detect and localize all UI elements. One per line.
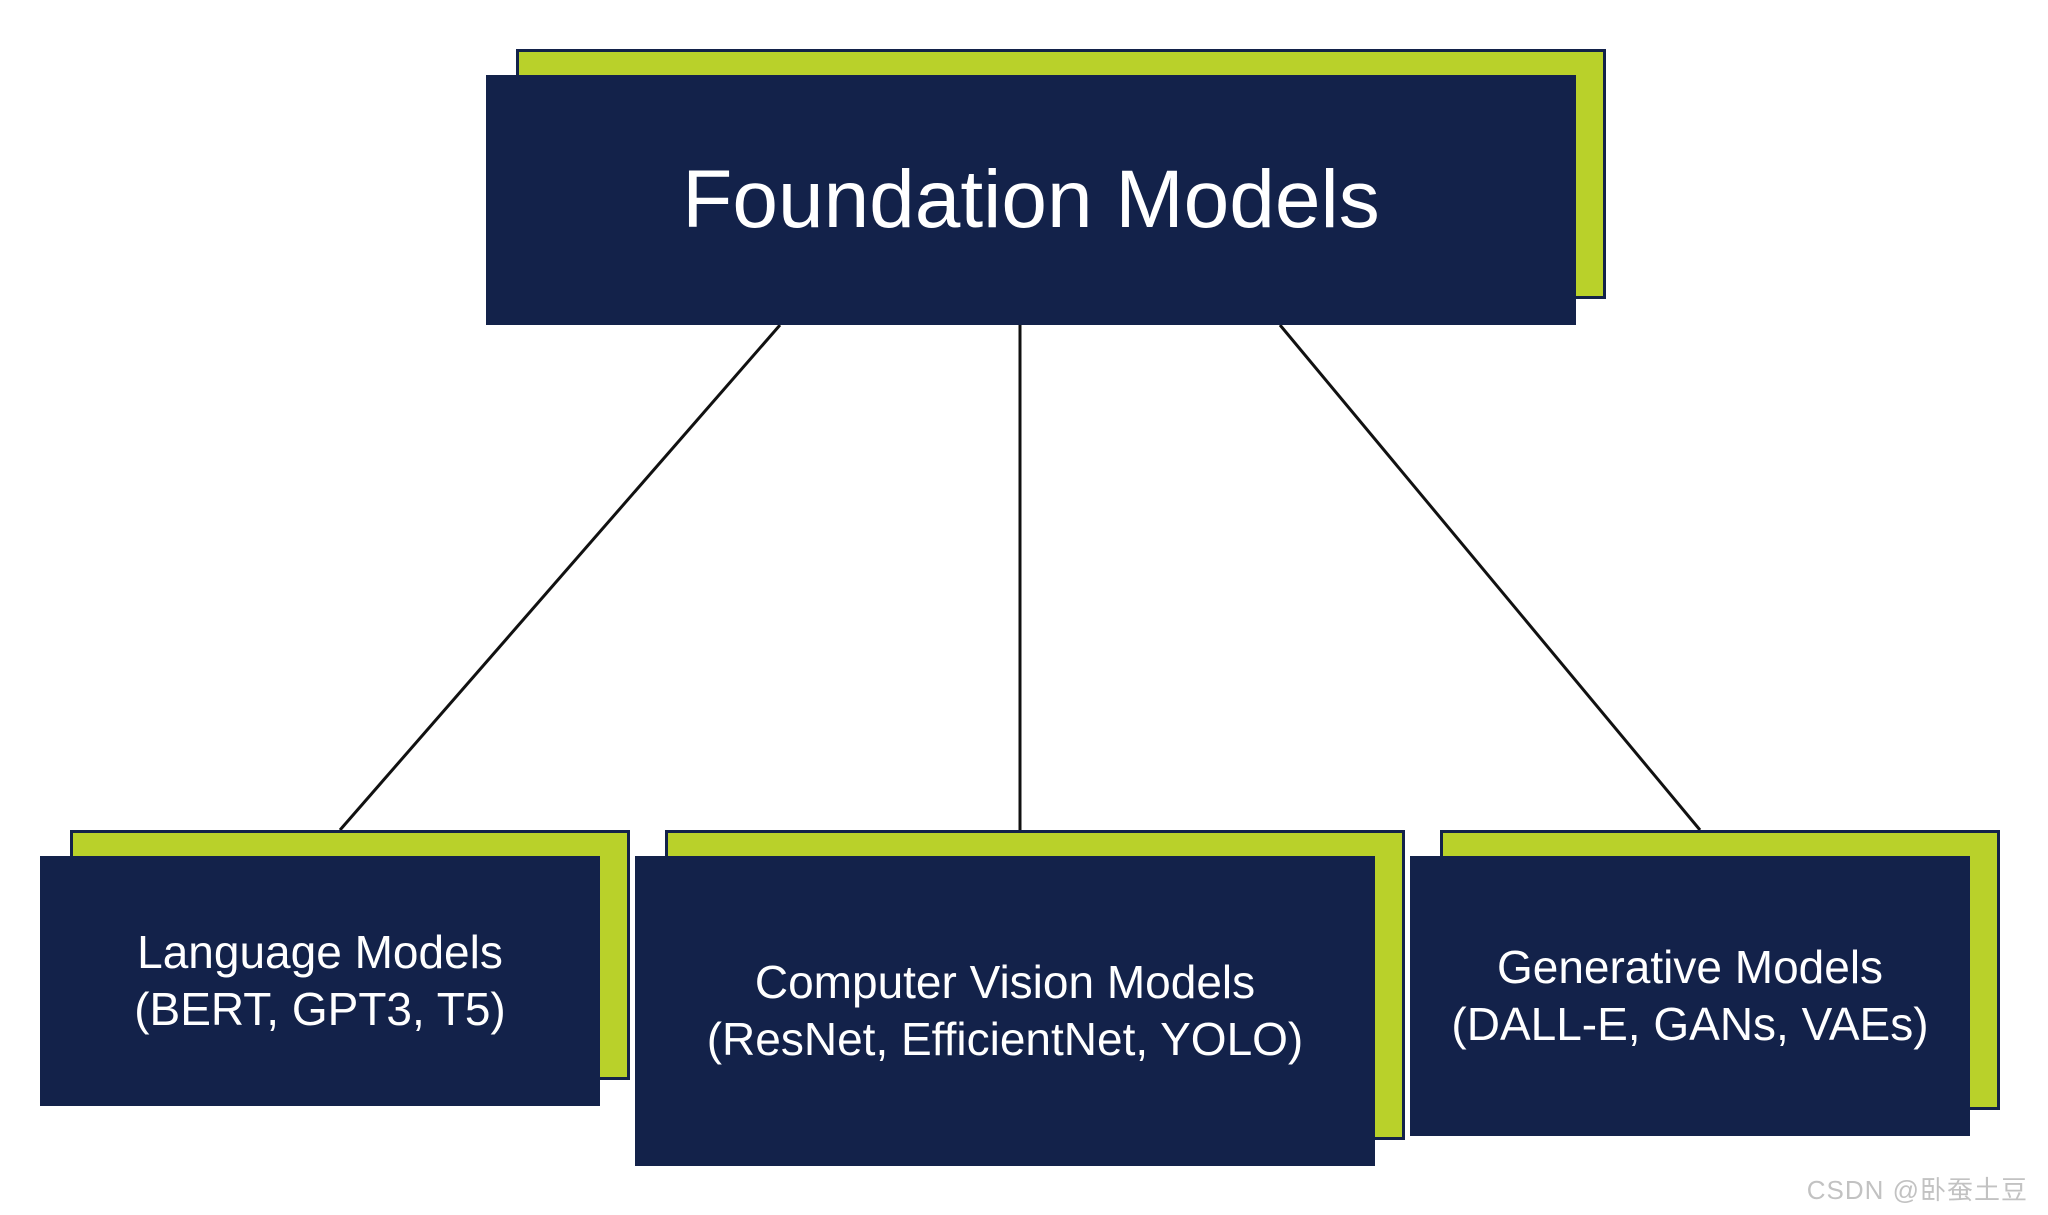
watermark-text: CSDN @卧蚕土豆: [1807, 1170, 2028, 1207]
edge-to-language: [340, 325, 780, 830]
cv-subtitle: (ResNet, EfficientNet, YOLO): [707, 1011, 1304, 1069]
cv-node: Computer Vision Models (ResNet, Efficien…: [635, 856, 1375, 1166]
generative-subtitle: (DALL-E, GANs, VAEs): [1451, 996, 1928, 1054]
generative-node: Generative Models (DALL-E, GANs, VAEs): [1410, 856, 1970, 1136]
diagram-canvas: Foundation Models Language Models (BERT,…: [0, 0, 2048, 1215]
edge-to-generative: [1280, 325, 1700, 830]
root-node: Foundation Models: [486, 75, 1576, 325]
root-title: Foundation Models: [682, 149, 1379, 252]
generative-title: Generative Models: [1497, 939, 1883, 997]
language-subtitle: (BERT, GPT3, T5): [134, 981, 506, 1039]
language-title: Language Models: [137, 924, 503, 982]
cv-title: Computer Vision Models: [755, 954, 1255, 1012]
language-node: Language Models (BERT, GPT3, T5): [40, 856, 600, 1106]
